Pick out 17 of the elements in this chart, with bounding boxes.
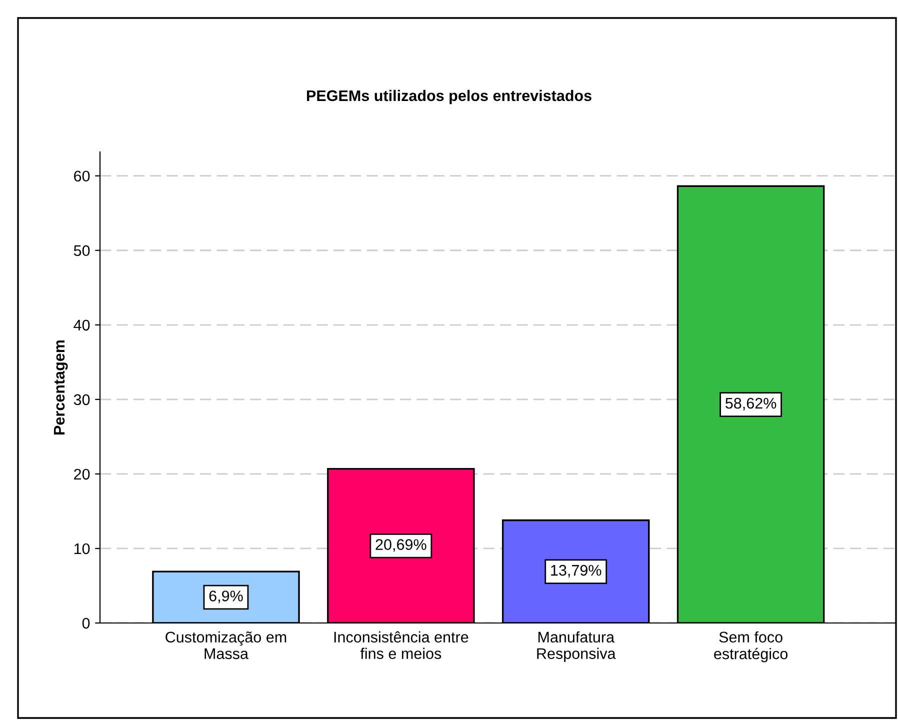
y-tick-label: 0 [82,618,90,629]
y-tick-label: 40 [74,320,90,331]
x-tick-label: Customização em Massa [166,631,286,660]
x-tick-label: Sem foco estratégico [714,631,788,662]
y-tick-label: 50 [74,245,90,256]
data-label: 58,62% [726,398,776,410]
y-tick-label: 10 [74,543,90,554]
x-tick-label: Manufatura Responsiva [537,631,616,662]
data-label: 20,69% [376,539,426,552]
data-label: 6,9% [209,590,243,604]
y-tick-label: 60 [74,170,90,182]
chart-title: PEGEMs utilizados pelos entrevistados [306,90,592,104]
data-label: 13,79% [551,564,602,578]
y-tick-label: 20 [74,468,90,480]
x-tick-label: Inconsistência entre fins e meios [334,631,468,660]
y-tick-label: 30 [74,394,90,406]
y-axis-title: Percentagem [54,340,68,434]
